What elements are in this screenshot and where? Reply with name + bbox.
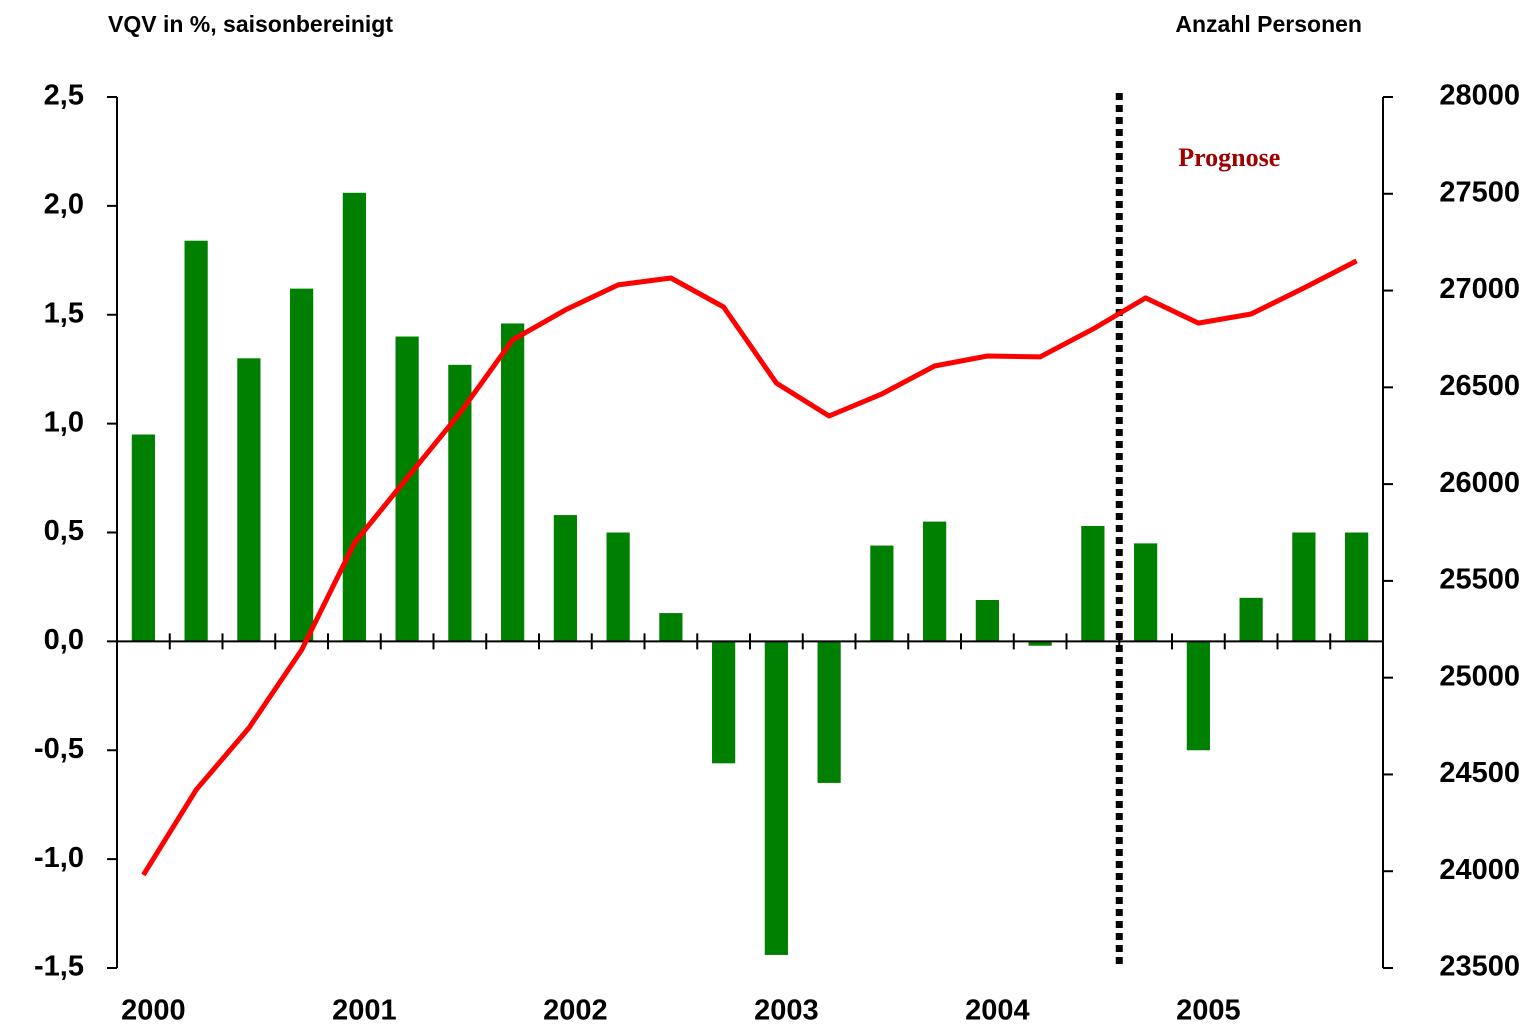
y-tick-label: 2,5 [44,80,84,112]
y-axis-title: VQV in %, saisonbereinigt [108,11,393,37]
bar [448,364,472,642]
line [141,258,1358,877]
y-tick-label: -0,5 [34,733,84,765]
y-tick-label: 2,0 [44,189,84,221]
x-tick-label: 2000 [121,995,186,1027]
bar [817,641,841,783]
y2-tick-label: 28000 [1439,80,1520,112]
bar [923,521,947,642]
bar [1134,543,1158,642]
bar [1345,532,1369,642]
y-tick-label: 0,0 [44,624,84,656]
bar [606,532,630,642]
y2-tick-label: 25000 [1439,660,1520,692]
y-tick-label: 1,0 [44,406,84,438]
y2-tick-label: 26000 [1439,467,1520,499]
bar [131,434,155,642]
bar [237,358,261,642]
annotation: Prognose [1178,143,1280,172]
y2-tick-label: 27500 [1439,176,1520,208]
x-tick-label: 2001 [332,995,397,1027]
y-tick-label: -1,5 [34,951,84,983]
bar [342,192,366,642]
bar [1081,525,1105,642]
bar [395,336,419,642]
bar [184,240,208,642]
y2-tick-label: 27000 [1439,273,1520,305]
y2-tick-label: 23500 [1439,951,1520,983]
bar [290,288,314,642]
bar [1292,532,1316,642]
bar [1186,641,1210,751]
y2-tick-label: 26500 [1439,370,1520,402]
bar [712,641,736,764]
x-tick-label: 2004 [965,995,1030,1027]
y-tick-label: 0,5 [44,515,84,547]
y2-tick-label: 24000 [1439,854,1520,886]
x-tick-label: 2002 [543,995,608,1027]
x-tick-label: 2005 [1176,995,1241,1027]
bar [764,641,788,955]
bar [659,613,683,642]
bar [1239,597,1263,642]
bar [553,515,577,642]
bar [1028,641,1052,646]
y-tick-label: -1,0 [34,842,84,874]
y2-tick-label: 25500 [1439,564,1520,596]
y-tick-label: 1,5 [44,297,84,329]
y2-tick-label: 24500 [1439,757,1520,789]
y2-axis-title: Anzahl Personen [1175,11,1362,37]
bar [975,600,999,642]
x-tick-label: 2003 [754,995,819,1027]
bar [501,323,525,642]
bar [870,545,894,642]
